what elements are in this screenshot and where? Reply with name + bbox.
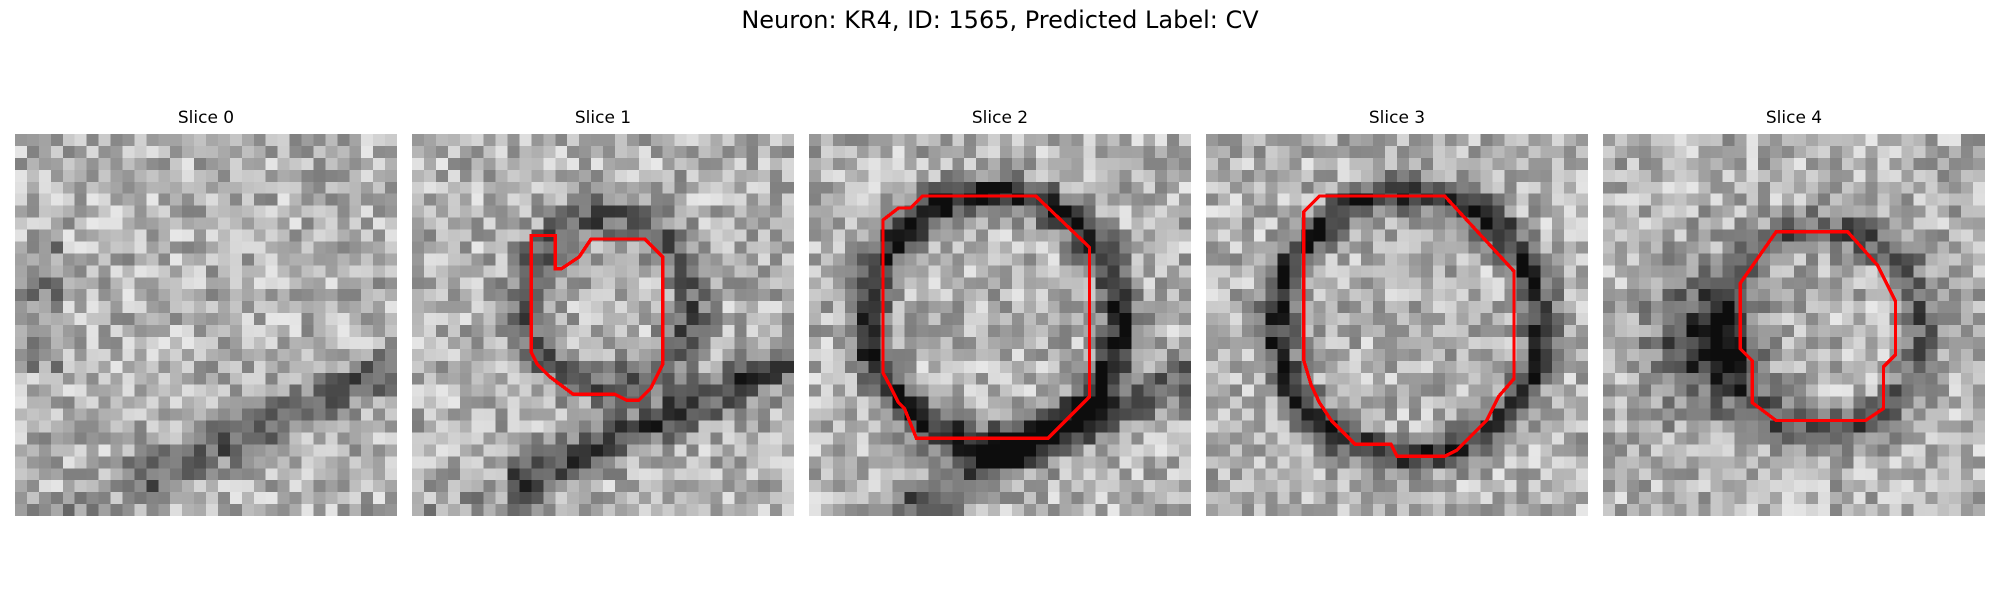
segmentation-contour (1302, 194, 1516, 458)
slice-title-2: Slice 2 (971, 108, 1029, 128)
slice-image-2 (809, 134, 1191, 516)
slice-panel-3: Slice 3 (1206, 108, 1588, 516)
segmentation-contour (1738, 230, 1898, 423)
slice-title-3: Slice 3 (1368, 108, 1426, 128)
slice-image-4 (1603, 134, 1985, 516)
slice-image-1 (412, 134, 794, 516)
slice-title-0: Slice 0 (177, 108, 235, 128)
segmentation-contour (529, 233, 665, 402)
slice-panel-2: Slice 2 (809, 108, 1191, 516)
segmentation-contour (881, 194, 1092, 441)
slice-title-4: Slice 4 (1765, 108, 1823, 128)
slice-image-3 (1206, 134, 1588, 516)
slice-title-1: Slice 1 (574, 108, 632, 128)
slice-panel-1: Slice 1 (412, 108, 794, 516)
slice-panel-4: Slice 4 (1603, 108, 1985, 516)
figure-title: Neuron: KR4, ID: 1565, Predicted Label: … (741, 6, 1259, 34)
slice-image-0 (15, 134, 397, 516)
slice-panel-0: Slice 0 (15, 108, 397, 516)
